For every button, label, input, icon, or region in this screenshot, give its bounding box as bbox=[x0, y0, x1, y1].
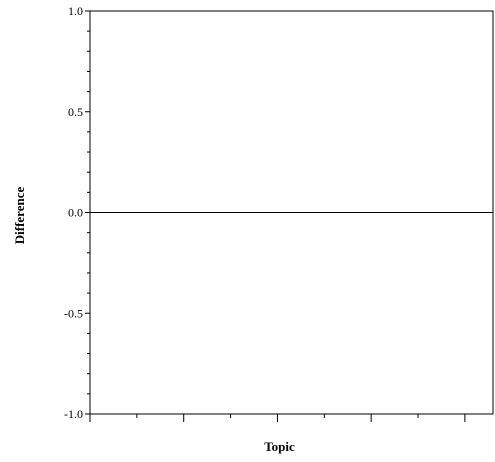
y-tick-label: 0.5 bbox=[68, 105, 83, 119]
y-tick-label: 1.0 bbox=[68, 4, 83, 18]
y-axis-title: Difference bbox=[12, 187, 27, 245]
y-axis-ticks: -1.0 -0.5 0.0 0.5 1.0 bbox=[64, 4, 90, 421]
x-axis-ticks bbox=[89, 414, 466, 422]
y-tick-label: -0.5 bbox=[64, 306, 83, 320]
y-tick-label: -1.0 bbox=[64, 407, 83, 421]
x-axis-title: Topic bbox=[264, 439, 295, 454]
y-tick-label: 0.0 bbox=[68, 206, 83, 220]
